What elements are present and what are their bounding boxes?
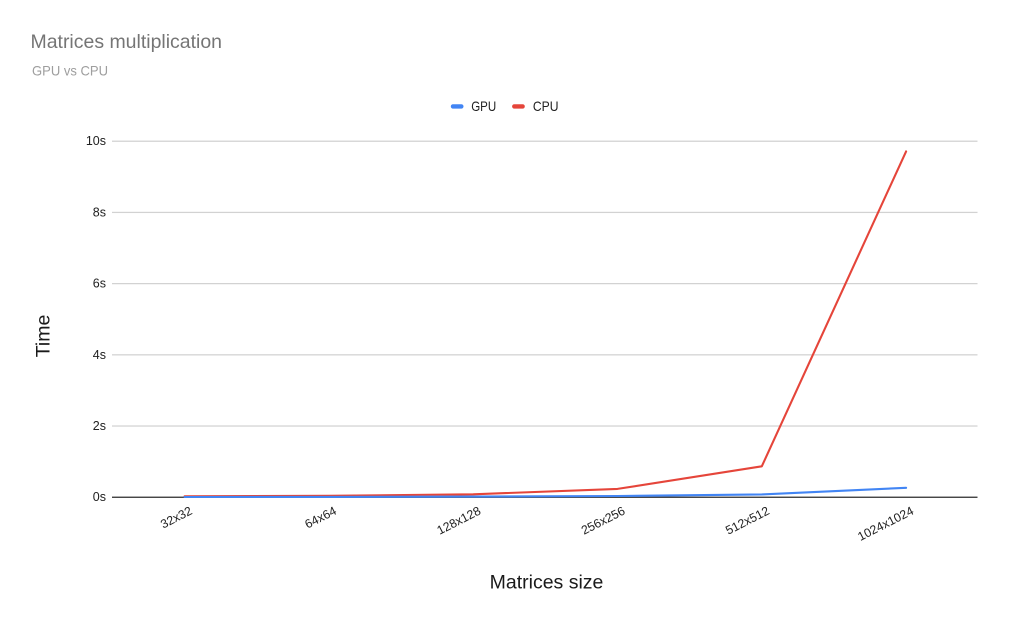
svg-text:Matrices size: Matrices size	[490, 572, 604, 594]
svg-text:8s: 8s	[93, 205, 106, 219]
svg-text:Time: Time	[33, 315, 55, 358]
svg-text:10s: 10s	[86, 134, 106, 148]
svg-text:0s: 0s	[93, 490, 106, 504]
svg-text:Matrices multiplication: Matrices multiplication	[31, 31, 223, 53]
svg-text:CPU: CPU	[533, 98, 559, 114]
svg-text:2s: 2s	[93, 419, 106, 433]
svg-text:6s: 6s	[93, 277, 106, 291]
svg-text:GPU vs CPU: GPU vs CPU	[32, 63, 108, 79]
svg-text:GPU: GPU	[471, 98, 496, 114]
svg-text:4s: 4s	[93, 348, 106, 362]
